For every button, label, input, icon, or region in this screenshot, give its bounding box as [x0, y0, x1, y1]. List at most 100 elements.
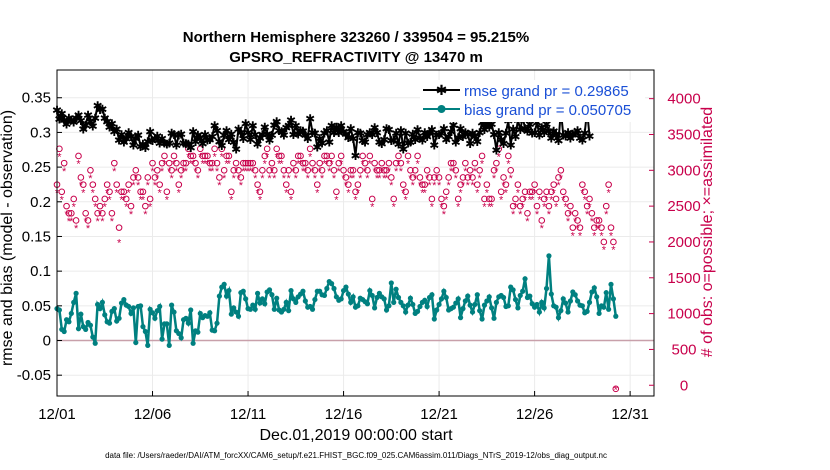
assimilated-obs-point: * [349, 173, 354, 185]
possible-obs-point [82, 209, 89, 217]
rmse-point: ✱ [362, 128, 372, 142]
assimilated-obs-point: * [246, 166, 251, 178]
rmse-point: ✱ [300, 129, 310, 143]
possible-obs-point [450, 159, 457, 167]
assimilated-obs-point: * [552, 187, 557, 199]
possible-obs-point [244, 159, 252, 167]
possible-obs-point [361, 159, 369, 167]
rmse-line [56, 102, 591, 156]
rmse-point: ✱ [532, 116, 542, 130]
possible-obs-point [428, 195, 436, 203]
possible-obs-point [605, 181, 612, 188]
rmse-point: ✱ [59, 113, 69, 127]
assimilated-obs-point: * [258, 194, 263, 206]
bias-point [106, 320, 113, 326]
rmse-point: ✱ [312, 140, 322, 154]
bias-point [66, 319, 72, 325]
assimilated-obs-point: * [435, 173, 440, 185]
rmse-point: ✱ [489, 128, 499, 142]
bias-point [309, 306, 316, 312]
assimilated-obs-point: * [220, 151, 225, 163]
assimilated-obs-point: * [413, 173, 418, 185]
assimilated-obs-point: * [179, 173, 184, 185]
assimilated-obs-point: * [418, 180, 423, 192]
possible-obs-point [256, 188, 264, 196]
rmse-point: ✱ [479, 123, 489, 137]
bias-point [450, 304, 457, 310]
possible-obs-point [438, 195, 445, 203]
assimilated-obs-point: * [291, 166, 296, 178]
left-tick-label: 0 [43, 333, 51, 350]
possible-obs-point [63, 202, 70, 210]
bias-point [410, 301, 416, 308]
rmse-point: ✱ [448, 118, 458, 132]
assimilated-obs-point: * [375, 173, 380, 185]
bias-point [293, 299, 299, 305]
possible-obs-point [268, 159, 276, 167]
bias-point [195, 329, 201, 335]
possible-obs-point [311, 167, 319, 174]
assimilated-obs-point: * [408, 173, 413, 185]
possible-obs-point [378, 159, 386, 167]
x-axis-ticks: 12/01 12/06 12/11 12/16 12/21 12/26 12/31 [38, 391, 649, 423]
assimilated-obs-point: * [561, 194, 566, 206]
possible-obs-point [574, 217, 581, 224]
possible-obs-point [118, 188, 125, 196]
possible-obs-point [431, 174, 438, 181]
assimilated-obs-point: * [439, 202, 444, 214]
assimilated-obs-point: * [103, 202, 108, 214]
assimilated-obs-point: * [365, 173, 370, 185]
series-assimilated-obs: ****************************************… [55, 151, 619, 396]
assimilated-obs-point: * [79, 180, 84, 192]
bias-point [479, 316, 485, 322]
bias-point [407, 295, 414, 301]
bias-point [460, 306, 466, 312]
assimilated-obs-point: * [174, 166, 179, 178]
bias-point [517, 292, 523, 299]
possible-obs-point [421, 181, 429, 188]
possible-obs-point [144, 174, 152, 181]
possible-obs-point [132, 167, 140, 174]
assimilated-obs-point: * [141, 194, 146, 206]
assimilated-obs-point: * [404, 194, 409, 206]
bias-point [140, 324, 146, 330]
rmse-point: ✱ [233, 122, 243, 136]
assimilated-obs-point: * [217, 180, 222, 192]
rmse-point: ✱ [374, 136, 384, 150]
possible-obs-point [579, 181, 586, 188]
rmse-point: ✱ [410, 133, 420, 147]
bias-point [574, 298, 581, 304]
possible-obs-point [235, 167, 242, 174]
bias-point [274, 295, 280, 301]
possible-obs-point [158, 159, 166, 167]
legend-bias-label: bias grand pr = 0.050705 [464, 102, 631, 119]
assimilated-obs-point: * [177, 187, 182, 199]
rmse-point: ✱ [494, 126, 504, 140]
possible-obs-point [452, 167, 460, 174]
possible-obs-point [309, 159, 316, 167]
assimilated-obs-point: * [549, 194, 554, 206]
bias-point [154, 308, 160, 314]
possible-obs-point [526, 188, 534, 196]
possible-obs-point [505, 152, 512, 160]
rmse-point: ✱ [398, 143, 408, 157]
assimilated-obs-point: * [234, 166, 239, 178]
possible-obs-point [476, 167, 483, 174]
possible-obs-point [576, 224, 584, 231]
bias-point [467, 302, 473, 308]
assimilated-obs-point: * [64, 209, 69, 221]
possible-obs-point [72, 217, 80, 224]
possible-obs-point [550, 181, 558, 188]
rmse-point: ✱ [570, 127, 580, 141]
bias-point [331, 285, 337, 292]
bias-point [534, 301, 540, 308]
rmse-point: ✱ [355, 127, 365, 141]
plot-frame [56, 69, 655, 397]
right-tick-label: 4000 [667, 91, 700, 108]
bias-point [364, 301, 371, 307]
possible-obs-point [328, 152, 335, 160]
rmse-point: ✱ [451, 136, 461, 150]
rmse-point: ✱ [341, 127, 351, 141]
assimilated-obs-point: * [191, 159, 196, 171]
assimilated-obs-point: * [356, 187, 361, 199]
